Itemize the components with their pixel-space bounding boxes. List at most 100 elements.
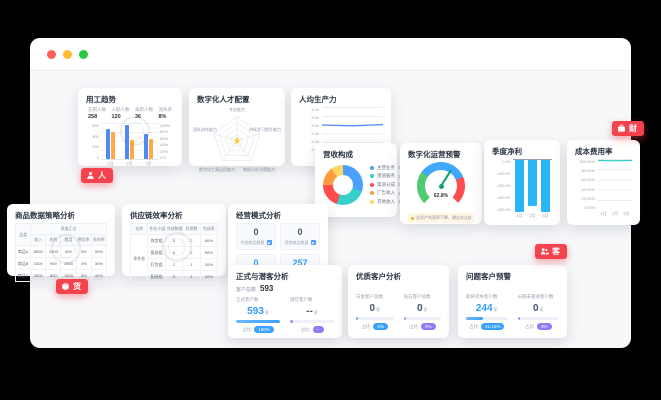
- group-header: 季度汇总: [30, 223, 107, 235]
- column-header: 费用率: [75, 234, 92, 246]
- donut-chart: 主营业务30% 增值服务25% 渠道分成20% 广告收入15% 其他收入10%: [323, 162, 407, 207]
- workforce-trend-card: 用工趋势 在职人数 258 入职人数 120 离职人数 36 流失率 8% 600 40…: [78, 88, 182, 166]
- table-row: 复核组 6 2 50%: [131, 246, 219, 259]
- radar-axis-label: 数据分析决策能力: [243, 167, 275, 172]
- y-axis: 0.00 -100.00 -200.00 -300.00 -400.00: [496, 159, 510, 212]
- grouped-bars: [101, 123, 158, 160]
- card-title: 优质客户分析: [356, 272, 401, 281]
- stat-tile: 0 经销商品数量: [280, 223, 320, 250]
- progress-track: [236, 320, 280, 323]
- window-minimize-button[interactable]: [63, 49, 72, 59]
- bar: [515, 160, 524, 212]
- workforce-stats: 在职人数 258 入职人数 120 离职人数 36 流失率 8%: [88, 107, 172, 120]
- y-axis: 600 400 200 0: [92, 123, 99, 160]
- bar-group: [125, 123, 134, 159]
- window-titlebar: [30, 38, 631, 71]
- line-series: [598, 159, 632, 210]
- card-title: 成本费用率: [575, 147, 613, 156]
- talent-radar-card: 数字化人才配置 专业能力 持续学习提升能力 数据分析决策能力 数字化工具运用能力…: [189, 88, 285, 172]
- column-header: 毛利: [45, 234, 62, 246]
- card-title: 经营模式分析: [236, 211, 281, 220]
- net-profit-card: 季度净利 0.00 -100.00 -200.00 -300.00 -400.0…: [484, 140, 560, 225]
- bar-group: [144, 123, 153, 159]
- legend-dot: [370, 182, 374, 187]
- bar: [149, 139, 153, 159]
- briefcase-icon: [618, 124, 625, 132]
- warehouse-cell: 华东仓: [129, 234, 149, 283]
- gauge-pivot: [438, 183, 444, 189]
- column-header: 收入: [30, 234, 47, 246]
- gauge-chart: 62.8%: [408, 162, 474, 210]
- radar-chart: 专业能力 持续学习提升能力 数据分析决策能力 数字化工具运用能力 团队协作能力: [193, 107, 281, 173]
- cost-ratio-card: 成本费用率 100.00% 80.00% 60.00% 40.00% 20.00…: [567, 140, 640, 225]
- progress-fill: [290, 320, 293, 323]
- ratio-pill: 0%: [420, 323, 436, 331]
- formal-potential-card: 正式与潜客分析 客户总数 593 正式客户数 593 家 占比 100% 潜在客户数…: [228, 265, 342, 338]
- plot-area: 1月 2月 3月: [598, 159, 632, 217]
- progress-track: [466, 317, 508, 320]
- gauge-value: 62.8%: [433, 193, 449, 199]
- table-row: 打包组 2 1 30%: [131, 258, 219, 271]
- supply-chain-card: 供应链效率分析 仓库 作业小组 完成数量 异常数 完成率 华东仓 拣货组 5 2 80…: [122, 204, 226, 283]
- bar: [130, 140, 134, 159]
- customer-badge: 客: [535, 244, 567, 259]
- bar: [111, 132, 115, 159]
- radar-axis-label: 持续学习提升能力: [249, 127, 281, 132]
- column-header: 异常数: [182, 223, 201, 235]
- window-zoom-button[interactable]: [79, 49, 88, 59]
- x-axis: 1月 2月 3月: [107, 161, 152, 166]
- ratio-pill: 0%: [373, 323, 388, 331]
- tile-icon: [266, 240, 272, 246]
- card-title: 季度净利: [492, 147, 522, 156]
- customer-total: 客户总数 593: [236, 284, 274, 293]
- column-header: 完成数量: [164, 223, 184, 235]
- progress-track: [356, 317, 394, 320]
- bar: [106, 129, 110, 159]
- card-title: 营收构成: [323, 150, 353, 159]
- y-axis: 100.00% 80.00% 60.00% 40.00% 20.00% 0.00…: [579, 159, 595, 210]
- bar: [528, 160, 537, 206]
- table-row: 配送组 5 1 20%: [131, 270, 219, 283]
- warning-dot-icon: [411, 216, 414, 220]
- radar-grid: [213, 116, 261, 162]
- bar: [125, 125, 129, 159]
- card-title: 供应链效率分析: [130, 211, 183, 220]
- x-axis: 1月 2月 3月: [516, 213, 549, 218]
- column-header: 作业小组: [147, 223, 166, 235]
- progress-fill: [356, 317, 359, 320]
- progress-track: [517, 317, 559, 320]
- column-header: 仓库: [129, 223, 149, 235]
- radar-axis-label: 专业能力: [229, 107, 245, 112]
- gridlines: [598, 159, 632, 210]
- gauge-arc: 62.8%: [417, 162, 465, 210]
- card-title: 正式与潜客分析: [236, 272, 289, 281]
- ratio-pill: 100%: [254, 326, 274, 334]
- metric-column: 潜在客户数 -- 家 占比 --: [290, 297, 334, 334]
- bar: [541, 160, 550, 212]
- card-title: 问题客户预警: [466, 272, 511, 281]
- progress-fill: [466, 317, 483, 320]
- card-title: 商品数据策略分析: [15, 211, 75, 220]
- legend-dot: [370, 174, 374, 178]
- cost-ratio-line-chart: 100.00% 80.00% 60.00% 40.00% 20.00% 0.00…: [575, 159, 632, 217]
- stat-col: 离职人数 36: [135, 107, 153, 120]
- metric-column: 即将流失客户数 244 家 占比 41.15%: [466, 294, 508, 331]
- net-profit-bar-chart: 0.00 -100.00 -200.00 -300.00 -400.00 1月 …: [492, 159, 552, 219]
- hr-badge: 人: [81, 168, 113, 183]
- donut-ring: [323, 164, 363, 205]
- card-title: 人均生产力: [299, 95, 337, 104]
- progress-fill: [517, 317, 520, 320]
- box-icon: [62, 282, 69, 291]
- stat-col: 在职人数 258: [88, 107, 106, 120]
- corner-header: 品类: [14, 223, 32, 246]
- goods-badge: 货: [56, 279, 88, 294]
- window-close-button[interactable]: [47, 49, 56, 59]
- finance-badge: 财: [612, 121, 644, 136]
- column-header: 费用: [60, 234, 77, 246]
- card-title: 数字化人才配置: [197, 95, 250, 104]
- card-title: 用工趋势: [86, 95, 116, 104]
